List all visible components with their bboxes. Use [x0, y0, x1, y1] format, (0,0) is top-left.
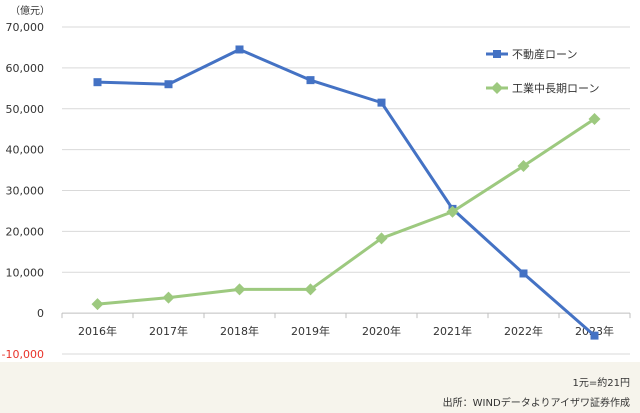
series-line-2 [96, 117, 596, 306]
legend-marker [491, 82, 503, 94]
x-tick-label: 2019年 [291, 324, 330, 338]
x-tick-label: 2021年 [433, 324, 472, 338]
data-point-marker [304, 283, 317, 296]
data-point-marker [91, 298, 104, 311]
x-tick-label: 2018年 [220, 324, 259, 338]
data-point-marker [377, 98, 386, 107]
exchange-rate-note: 1元=約21円 [572, 378, 630, 389]
y-axis-unit-label: （億元） [10, 4, 50, 17]
data-point-marker [519, 269, 528, 278]
x-tick-label: 2017年 [149, 324, 188, 338]
data-point-marker [233, 283, 246, 296]
legend-marker [493, 50, 501, 58]
data-point-marker [588, 112, 601, 125]
data-point-marker [306, 76, 315, 85]
y-tick-label: 40,000 [6, 144, 45, 157]
data-point-marker [235, 45, 244, 54]
y-tick-label: 50,000 [6, 103, 45, 116]
series-line-1 [96, 47, 596, 338]
data-point-marker [162, 291, 175, 304]
footer: 1元=約21円 出所：WINDデータよりアイザワ証券作成 [0, 362, 640, 413]
data-point-marker [517, 159, 530, 172]
y-tick-label: 20,000 [6, 225, 45, 238]
data-point-marker [590, 331, 599, 340]
y-tick-label: -10,000 [2, 348, 44, 361]
data-point-marker [375, 232, 388, 245]
legend-label: 不動産ローン [512, 47, 577, 61]
y-tick-label: 0 [37, 307, 44, 320]
y-tick-label: 70,000 [6, 21, 45, 34]
x-tick-label: 2022年 [504, 324, 543, 338]
source-note: 出所：WINDデータよりアイザワ証券作成 [442, 398, 630, 409]
line-chart: （億元） -10,000 0 10,000 20,000 30,000 40,000 50,0… [2, 4, 631, 361]
x-tick-label: 2016年 [78, 324, 117, 338]
y-tick-label: 60,000 [6, 62, 45, 75]
data-point-marker [164, 80, 173, 89]
data-point-marker [446, 205, 459, 218]
data-point-marker [93, 78, 102, 87]
y-tick-label: 30,000 [6, 185, 45, 198]
legend-label: 工業中長期ローン [512, 82, 599, 95]
y-tick-label: 10,000 [6, 266, 45, 279]
x-tick-label: 2020年 [362, 324, 401, 338]
